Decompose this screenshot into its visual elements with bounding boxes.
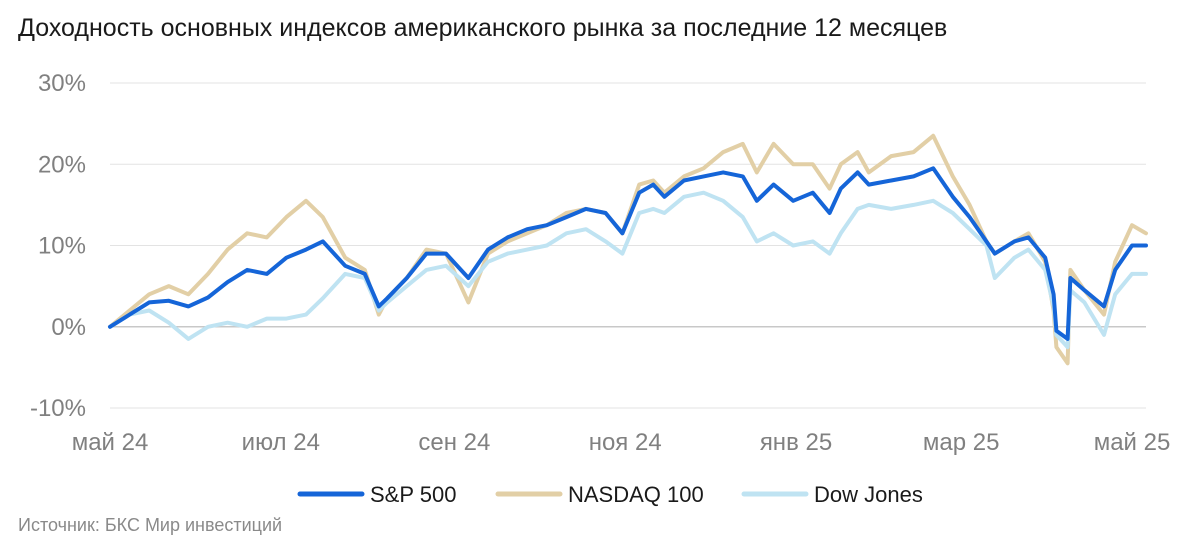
y-tick-label: 30% (38, 70, 86, 97)
y-tick-label: 0% (51, 314, 86, 341)
legend-label: S&P 500 (370, 482, 456, 507)
legend: S&P 500 NASDAQ 100 Dow Jones (297, 482, 923, 507)
legend-item: NASDAQ 100 (495, 482, 704, 507)
x-tick-label: май 24 (72, 429, 149, 456)
x-tick-label: май 25 (1094, 429, 1171, 456)
y-tick-label: -10% (30, 395, 86, 422)
grid-lines (110, 82, 1146, 409)
y-tick-label: 10% (38, 233, 86, 260)
series-lines (108, 133, 1148, 366)
series-line-s-p-500 (108, 166, 1148, 341)
legend-label: NASDAQ 100 (568, 482, 704, 507)
x-axis: май 24 июл 24 сен 24 ноя 24 янв 25 мар 25 май … (72, 429, 1171, 456)
y-tick-label: 20% (38, 151, 86, 178)
x-tick-label: ноя 24 (589, 429, 662, 456)
series-line-nasdaq-100 (108, 133, 1148, 366)
legend-item: Dow Jones (741, 482, 923, 507)
x-tick-label: июл 24 (242, 429, 320, 456)
x-tick-label: мар 25 (923, 429, 1000, 456)
source-note: Источник: БКС Мир инвестиций (18, 515, 283, 535)
legend-label: Dow Jones (814, 482, 923, 507)
x-tick-label: янв 25 (760, 429, 832, 456)
chart-title: Доходность основных индексов американско… (18, 14, 948, 42)
y-axis: -10% 0% 10% 20% 30% (30, 70, 86, 422)
x-tick-label: сен 24 (418, 429, 490, 456)
legend-item: S&P 500 (297, 482, 456, 507)
series-line-dow-jones (108, 190, 1148, 350)
